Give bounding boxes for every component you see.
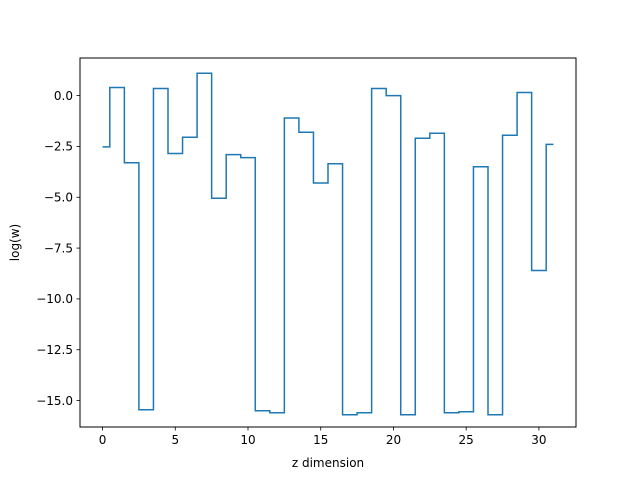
y-tick-label: −10.0: [36, 292, 73, 306]
x-tick-label: 10: [240, 433, 255, 447]
y-tick-label: −5.0: [44, 191, 73, 205]
x-tick-label: 25: [459, 433, 474, 447]
y-tick-label: −12.5: [36, 343, 73, 357]
x-axis-label: z dimension: [292, 456, 364, 470]
y-axis-ticks: 0.0 −2.5 −5.0 −7.5 −10.0 −12.5 −15.0: [36, 89, 80, 408]
x-tick-label: 15: [313, 433, 328, 447]
x-tick-label: 5: [171, 433, 179, 447]
y-axis-label: log(w): [8, 224, 22, 261]
axes-frame: [79, 57, 577, 428]
plot-area: [102, 72, 554, 416]
y-tick-label: −7.5: [44, 241, 73, 255]
x-tick-label: 0: [99, 433, 107, 447]
y-tick-label: 0.0: [54, 89, 73, 103]
y-tick-label: −15.0: [36, 394, 73, 408]
y-tick-label: −2.5: [44, 140, 73, 154]
x-tick-label: 30: [531, 433, 546, 447]
x-axis-ticks: 0 5 10 15 20 25 30: [99, 427, 547, 447]
x-tick-label: 20: [386, 433, 401, 447]
series-step-line: [102, 72, 554, 416]
